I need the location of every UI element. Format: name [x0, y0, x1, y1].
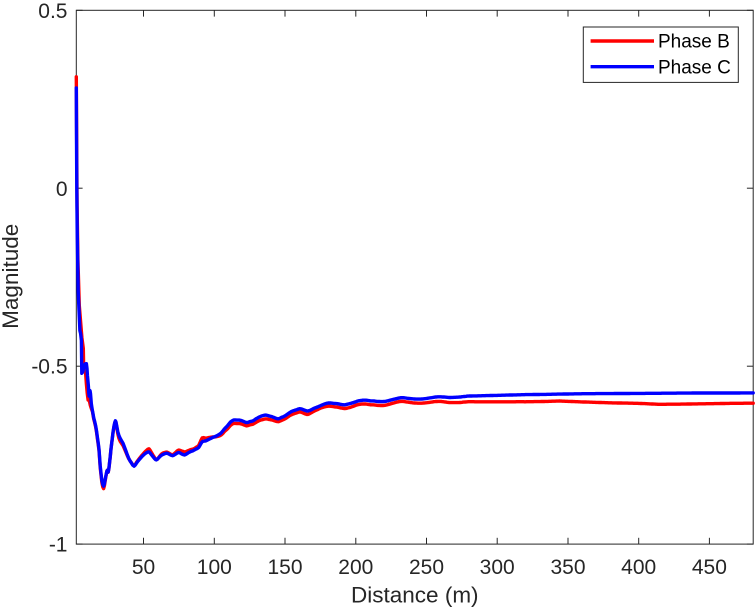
- svg-text:100: 100: [197, 556, 232, 579]
- svg-text:150: 150: [267, 556, 302, 579]
- svg-text:0.5: 0.5: [38, 0, 67, 23]
- svg-text:350: 350: [550, 556, 585, 579]
- svg-text:Phase C: Phase C: [658, 58, 731, 79]
- svg-text:400: 400: [621, 556, 656, 579]
- svg-text:Magnitude: Magnitude: [0, 224, 23, 329]
- svg-text:Phase B: Phase B: [658, 32, 730, 53]
- svg-text:-1: -1: [49, 534, 68, 557]
- svg-text:450: 450: [692, 556, 727, 579]
- svg-text:Distance (m): Distance (m): [351, 582, 479, 607]
- svg-text:300: 300: [480, 556, 515, 579]
- svg-text:200: 200: [338, 556, 373, 579]
- svg-text:-0.5: -0.5: [31, 356, 67, 379]
- svg-text:50: 50: [132, 556, 155, 579]
- svg-text:0: 0: [56, 178, 68, 201]
- svg-text:250: 250: [409, 556, 444, 579]
